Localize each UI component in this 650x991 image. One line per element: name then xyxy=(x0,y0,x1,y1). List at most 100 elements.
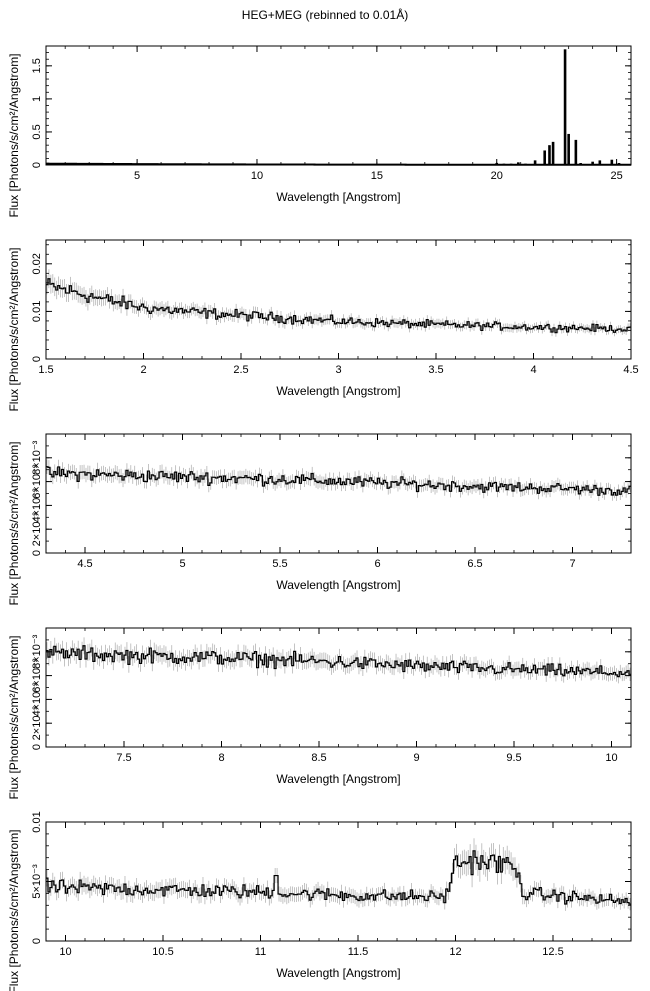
plot-frame xyxy=(45,433,632,554)
emission-line-6 xyxy=(533,160,537,165)
y-tick-label: 0 xyxy=(31,744,43,750)
spectrum-line xyxy=(46,466,631,496)
y-tick-label: 2×10⁻³ xyxy=(31,706,43,741)
y-tick-label: 0 xyxy=(31,550,43,556)
y-axis: 0 0.5 1 1.5 Flux [Photons/s/cm²/Angstrom] xyxy=(7,45,631,218)
x-tick-label: 8 xyxy=(218,752,224,764)
y-tick-label: 8×10⁻³ xyxy=(31,440,43,475)
y-axis-label: Flux [Photons/s/cm²/Angstrom] xyxy=(7,441,21,605)
y-axis-label: Flux [Photons/s/cm²/Angstrom] xyxy=(7,829,21,991)
emission-line-17 xyxy=(617,163,621,165)
panel-2: 1.5 2 2.5 3 3.5 4 4.5 Wavelength [Angstrom] 0 0.0… xyxy=(7,239,639,412)
emission-line-12 xyxy=(574,139,578,165)
x-tick-label: 10 xyxy=(59,946,71,958)
x-tick-label: 8.5 xyxy=(311,752,326,764)
y-axis: 0 2×10⁻³4×10⁻³6×10⁻³8×10⁻³ Flux [Photons/s… xyxy=(7,433,631,606)
x-tick-label: 2.5 xyxy=(233,364,248,376)
plot-frame xyxy=(45,239,632,360)
emission-line-13 xyxy=(579,163,582,165)
y-tick-label: 8×10⁻³ xyxy=(31,634,43,669)
spectrum-line xyxy=(46,850,631,905)
y-tick-label: 4×10⁻³ xyxy=(31,488,43,523)
x-tick-label: 1.5 xyxy=(38,364,53,376)
emission-line-3 xyxy=(509,163,513,165)
x-axis-label: Wavelength [Angstrom] xyxy=(276,578,400,592)
x-axis: 10 10.5 11 11.5 12 12.5 Wavelength [Angstrom] xyxy=(45,822,632,980)
x-axis-label: Wavelength [Angstrom] xyxy=(276,190,400,204)
x-tick-label: 3 xyxy=(335,364,341,376)
x-axis: 5 10 15 20 25 Wavelength [Angstrom] xyxy=(64,46,623,204)
emission-line-16 xyxy=(610,159,614,165)
y-axis-label: Flux [Photons/s/cm²/Angstrom] xyxy=(7,247,21,411)
y-tick-label: 1 xyxy=(31,96,43,102)
x-axis-label: Wavelength [Angstrom] xyxy=(276,966,400,980)
emission-line-10 xyxy=(563,49,567,166)
error-bars xyxy=(46,838,631,911)
plot-frame xyxy=(45,627,632,748)
error-bars xyxy=(46,269,631,337)
panel-3: 4.5 5 5.5 6 6.5 7 Wavelength [Angstrom] 0 2×10⁻³… xyxy=(7,433,632,606)
x-axis-label: Wavelength [Angstrom] xyxy=(276,772,400,786)
x-axis: 7.5 8 8.5 9 9.5 10 Wavelength [Angstrom] xyxy=(45,628,632,786)
y-axis-label: Flux [Photons/s/cm²/Angstrom] xyxy=(7,53,21,217)
y-tick-label: 0.5 xyxy=(31,124,43,139)
y-tick-label: 0.01 xyxy=(31,811,43,832)
x-tick-label: 4.5 xyxy=(623,364,638,376)
data-series xyxy=(46,49,631,166)
figure-title: HEG+MEG (rebinned to 0.01Å) xyxy=(241,8,409,22)
x-tick-label: 6 xyxy=(374,558,380,570)
x-tick-label: 9.5 xyxy=(506,752,521,764)
data-series xyxy=(46,838,631,911)
x-axis: 1.5 2 2.5 3 3.5 4 4.5 Wavelength [Angstrom] xyxy=(38,240,639,398)
y-axis-label: Flux [Photons/s/cm²/Angstrom] xyxy=(7,635,21,799)
data-series xyxy=(46,459,631,501)
x-tick-label: 11.5 xyxy=(348,946,369,958)
y-tick-label: 6×10⁻³ xyxy=(31,464,43,499)
x-tick-label: 7.5 xyxy=(116,752,131,764)
y-axis: 0 2×10⁻³4×10⁻³6×10⁻³8×10⁻³ Flux [Photons/s… xyxy=(7,627,631,800)
y-tick-label: 2×10⁻³ xyxy=(31,512,43,547)
x-tick-label: 3.5 xyxy=(428,364,443,376)
plot-frame xyxy=(45,821,632,942)
panel-5: 10 10.5 11 11.5 12 12.5 Wavelength [Angstrom] 0… xyxy=(7,811,632,991)
data-series xyxy=(46,269,631,337)
y-axis: 0 5×10⁻³ 0.01 Flux [Photons/s/cm²/Angstrom] xyxy=(7,811,631,991)
x-tick-label: 15 xyxy=(371,170,383,182)
x-axis-label: Wavelength [Angstrom] xyxy=(276,384,400,398)
y-tick-label: 0 xyxy=(31,356,43,362)
x-tick-label: 20 xyxy=(491,170,503,182)
emission-line-5 xyxy=(524,163,527,165)
y-axis: 0 0.01 0.02 Flux [Photons/s/cm²/Angstrom] xyxy=(7,244,631,412)
x-tick-label: 10.5 xyxy=(152,946,173,958)
x-tick-label: 10 xyxy=(251,170,263,182)
x-tick-label: 25 xyxy=(610,170,622,182)
y-tick-label: 0 xyxy=(31,162,43,168)
x-tick-label: 6.5 xyxy=(467,558,482,570)
y-tick-label: 0 xyxy=(31,938,43,944)
y-tick-label: 0.02 xyxy=(31,253,43,274)
panel-4: 7.5 8 8.5 9 9.5 10 Wavelength [Angstrom] 0 2×10⁻… xyxy=(7,627,632,800)
emission-line-11 xyxy=(567,133,570,165)
x-tick-label: 5.5 xyxy=(272,558,287,570)
spectrum-line xyxy=(46,278,631,334)
x-tick-label: 4 xyxy=(530,364,536,376)
data-series xyxy=(46,637,631,684)
emission-line-8 xyxy=(548,145,551,165)
panel-1: 5 10 15 20 25 Wavelength [Angstrom] 0 0.5 1 1.5 Fl… xyxy=(7,45,632,218)
x-tick-label: 12 xyxy=(449,946,461,958)
y-tick-label: 1.5 xyxy=(31,58,43,73)
emission-line-15 xyxy=(598,160,602,165)
x-tick-label: 11 xyxy=(255,946,266,958)
plot-frame xyxy=(45,45,632,166)
x-tick-label: 7 xyxy=(569,558,575,570)
emission-line-9 xyxy=(551,141,555,165)
x-tick-label: 5 xyxy=(179,558,185,570)
x-axis: 4.5 5 5.5 6 6.5 7 Wavelength [Angstrom] xyxy=(45,434,632,592)
x-tick-label: 4.5 xyxy=(77,558,92,570)
y-tick-label: 6×10⁻³ xyxy=(31,658,43,693)
y-tick-label: 4×10⁻³ xyxy=(31,682,43,717)
x-tick-label: 12.5 xyxy=(542,946,563,958)
x-tick-label: 2 xyxy=(140,364,146,376)
y-tick-label: 0.01 xyxy=(31,301,43,322)
